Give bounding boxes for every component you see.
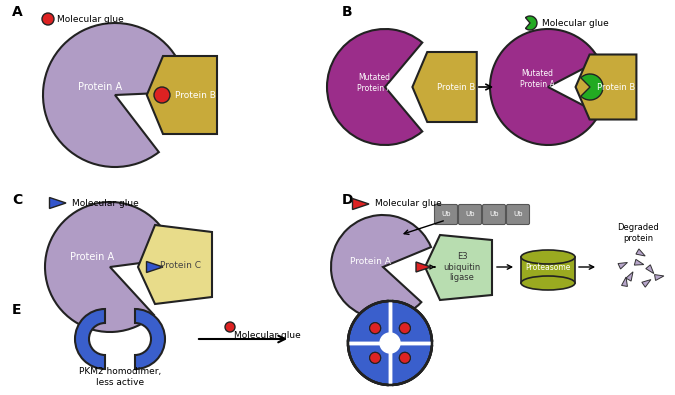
Wedge shape [331,215,431,319]
Polygon shape [416,262,431,272]
Circle shape [380,333,400,353]
Polygon shape [425,235,492,300]
Text: Protein C: Protein C [159,260,200,269]
Polygon shape [138,225,212,304]
Text: E: E [12,303,22,317]
Circle shape [400,323,410,334]
Text: E3
ubiquitin
ligase: E3 ubiquitin ligase [443,252,481,282]
Polygon shape [634,260,644,265]
Polygon shape [576,55,637,120]
Wedge shape [43,23,187,167]
Text: Molecular glue: Molecular glue [57,15,124,23]
Ellipse shape [521,276,575,290]
Text: B: B [342,5,352,19]
Circle shape [370,352,381,363]
Text: PKM2 homodimer,
less active: PKM2 homodimer, less active [79,367,161,387]
Circle shape [400,323,410,334]
FancyBboxPatch shape [458,205,481,224]
Wedge shape [490,29,599,145]
Text: Molecular glue: Molecular glue [234,331,301,340]
Circle shape [348,301,432,385]
Wedge shape [135,309,165,369]
Text: Molecular glue: Molecular glue [72,199,139,207]
FancyBboxPatch shape [483,205,506,224]
Text: Protein A: Protein A [70,252,114,262]
Bar [521,255,575,283]
Text: Mutated
Protein A: Mutated Protein A [520,69,554,89]
Text: Degraded
protein: Degraded protein [617,223,659,243]
Wedge shape [75,309,105,369]
Text: Molecular glue: Molecular glue [375,199,441,209]
Text: Ub: Ub [441,211,451,217]
Polygon shape [646,265,654,274]
Polygon shape [655,275,664,280]
Circle shape [370,323,381,334]
Wedge shape [327,29,423,145]
Ellipse shape [521,250,575,264]
Polygon shape [412,52,477,122]
Text: D: D [342,193,354,207]
Circle shape [400,352,410,363]
Circle shape [370,323,381,334]
Polygon shape [622,277,628,286]
Text: Protein B: Protein B [597,83,635,92]
Text: Ub: Ub [465,211,475,217]
Text: A: A [12,5,23,19]
Polygon shape [618,262,628,269]
Polygon shape [352,199,369,209]
Text: Ub: Ub [489,211,499,217]
Polygon shape [49,198,66,209]
Text: Protein B: Protein B [437,83,475,92]
Polygon shape [626,272,633,281]
Circle shape [154,87,170,103]
Wedge shape [45,202,174,332]
Circle shape [42,13,54,25]
Text: C: C [12,193,22,207]
FancyBboxPatch shape [435,205,458,224]
Text: Protein A: Protein A [78,82,122,92]
Text: Ub: Ub [513,211,522,217]
Wedge shape [526,16,537,30]
FancyBboxPatch shape [506,205,529,224]
Text: Protein A: Protein A [350,256,390,265]
Polygon shape [642,280,651,287]
Circle shape [400,352,410,363]
Wedge shape [580,74,603,100]
Text: Molecular glue: Molecular glue [542,19,609,28]
Polygon shape [146,56,217,134]
Polygon shape [146,261,163,273]
Circle shape [225,322,235,332]
Polygon shape [636,249,645,256]
Text: Protein B: Protein B [175,90,215,100]
Text: Mutated
Protein A: Mutated Protein A [356,73,392,93]
Circle shape [370,352,381,363]
Text: Proteasome: Proteasome [525,263,570,273]
